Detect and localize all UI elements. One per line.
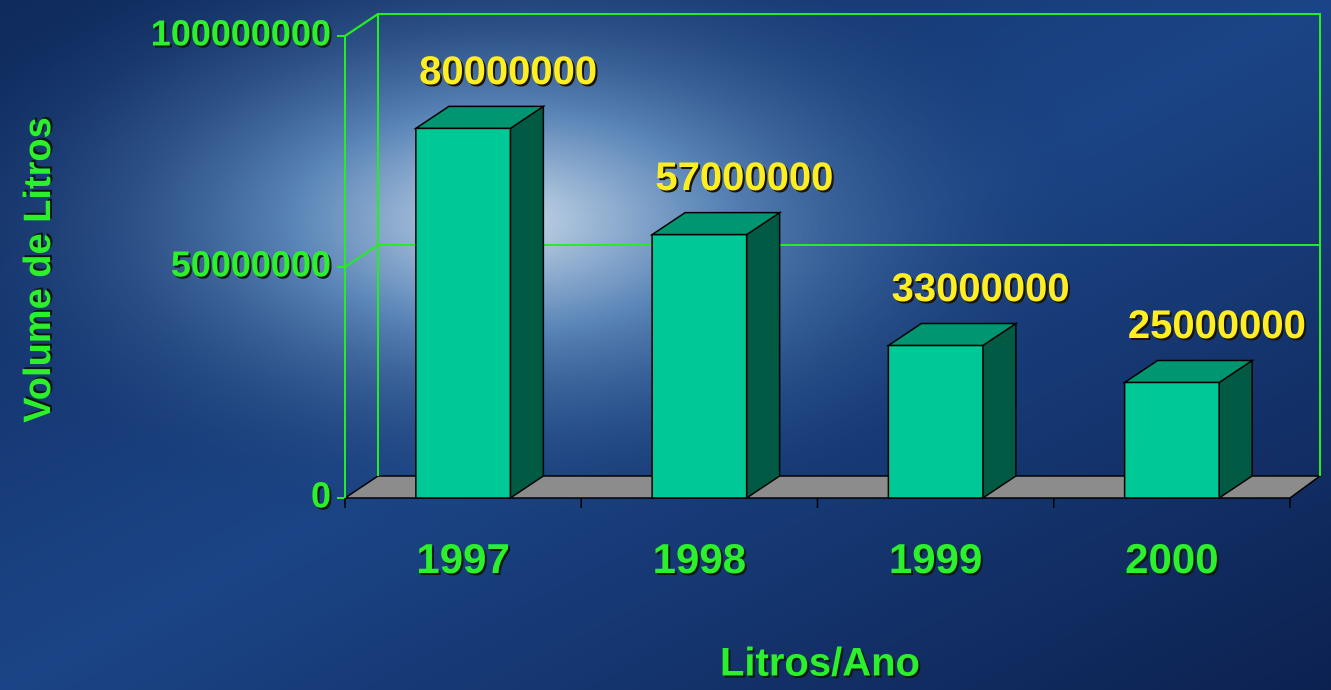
bar	[415, 127, 512, 499]
bar-side	[745, 211, 781, 500]
y-tick-label: 0	[311, 475, 331, 516]
bar	[1123, 381, 1220, 499]
y-axis-title: Volume de Litros	[17, 117, 59, 422]
x-tick-label: 1999	[889, 535, 982, 582]
value-label: 80000000	[419, 49, 597, 93]
value-label: 25000000	[1128, 303, 1306, 347]
value-label: 33000000	[892, 266, 1070, 310]
y-tick-label: 50000000	[171, 244, 331, 285]
bar-side	[1218, 359, 1253, 500]
x-axis-title: Litros/Ano	[720, 641, 920, 685]
value-label: 57000000	[655, 155, 833, 199]
grid-line	[344, 13, 379, 37]
x-tick-label: 1997	[416, 535, 509, 582]
x-tick-label: 1998	[653, 535, 746, 582]
bar	[887, 344, 984, 499]
grid-line	[344, 244, 379, 268]
bar-side	[509, 104, 545, 500]
y-tick-label: 100000000	[151, 13, 331, 54]
bar	[651, 233, 748, 499]
bar-side	[982, 322, 1017, 500]
x-tick-label: 2000	[1125, 535, 1218, 582]
